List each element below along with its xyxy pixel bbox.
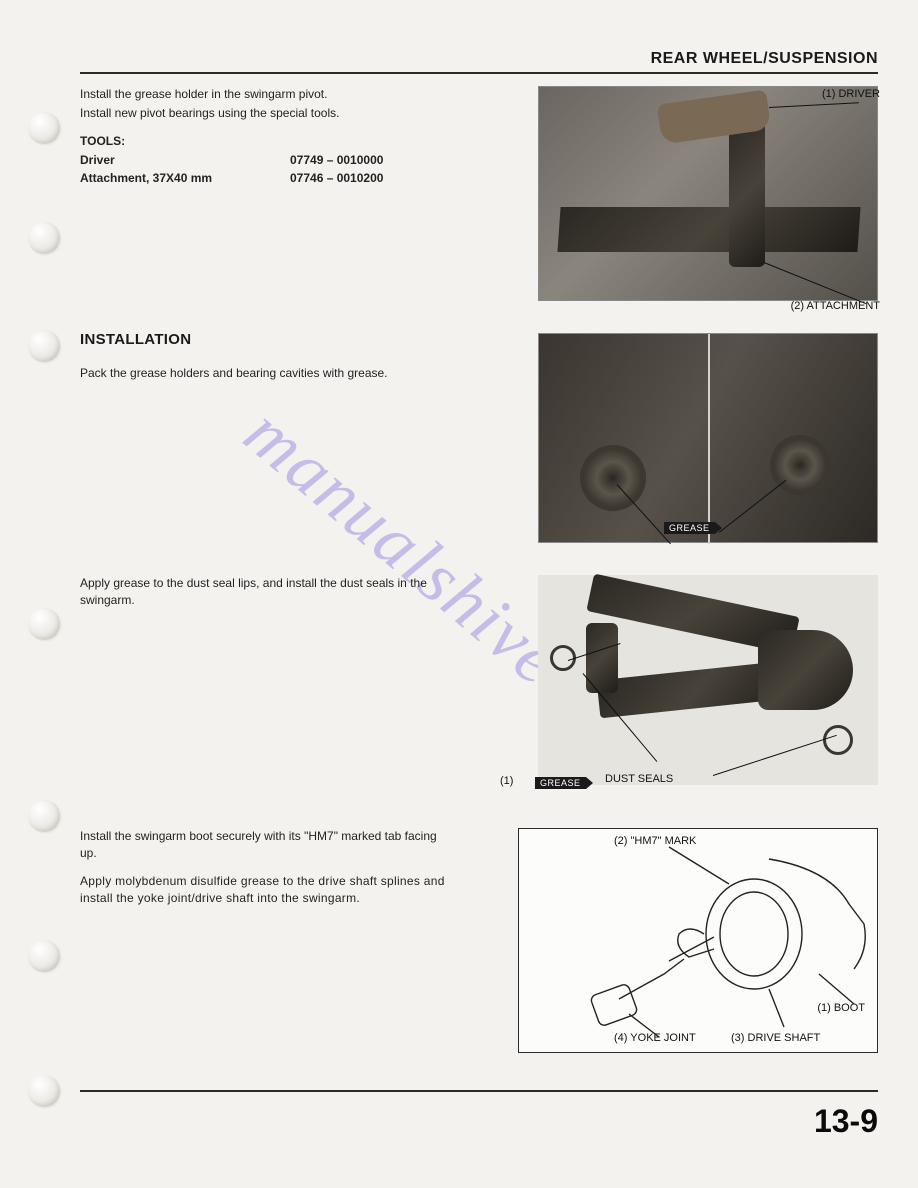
figure-1 [538, 86, 878, 301]
step-4: Install the swingarm boot securely with … [80, 828, 878, 1068]
callout-yoke: (4) YOKE JOINT [614, 1032, 696, 1044]
step-3: Apply grease to the dust seal lips, and … [80, 575, 878, 810]
step-3-p1: Apply grease to the dust seal lips, and … [80, 575, 460, 610]
step-3-text: Apply grease to the dust seal lips, and … [80, 575, 460, 610]
content: Install the grease holder in the swingar… [80, 86, 878, 1068]
figure-4-diagram: (2) "HM7" MARK (1) BOOT (3) DRIVE SHAFT … [518, 828, 878, 1053]
callout-dust-seals: DUST SEALS [605, 773, 673, 785]
step-1: Install the grease holder in the swingar… [80, 86, 878, 311]
punch-hole [28, 800, 60, 832]
step-4-p1: Install the swingarm boot securely with … [80, 828, 450, 863]
footer-rule [80, 1090, 878, 1092]
diagram-svg [519, 829, 879, 1054]
step-1-p2: Install new pivot bearings using the spe… [80, 105, 460, 122]
installation-heading: INSTALLATION [80, 329, 460, 351]
punch-hole [28, 1075, 60, 1107]
grease-tag: GREASE [535, 777, 586, 789]
tool-row-1: Driver 07749 – 0010000 [80, 152, 460, 169]
callout-hm7: (2) "HM7" MARK [614, 835, 696, 847]
tools-heading: TOOLS: [80, 133, 460, 150]
step-4-text: Install the swingarm boot securely with … [80, 828, 450, 908]
callout-dust-num: (1) [500, 775, 513, 787]
installation-text: INSTALLATION Pack the grease holders and… [80, 329, 460, 382]
step-4-p2: Apply molybdenum disulfide grease to the… [80, 873, 450, 908]
tool-row-2: Attachment, 37X40 mm 07746 – 0010200 [80, 170, 460, 187]
punch-hole [28, 112, 60, 144]
callout-driver: (1) DRIVER [822, 88, 880, 100]
page-header: REAR WHEEL/SUSPENSION [80, 50, 878, 74]
tool-name: Driver [80, 152, 290, 169]
tool-name: Attachment, 37X40 mm [80, 170, 290, 187]
punch-hole [28, 940, 60, 972]
page-number: 13-9 [814, 1103, 878, 1140]
dust-seal-ring [823, 725, 853, 755]
punch-hole [28, 608, 60, 640]
punch-hole [28, 222, 60, 254]
grease-tag-wrap: GREASE [535, 773, 586, 791]
tool-part: 07746 – 0010200 [290, 170, 383, 187]
step-1-text: Install the grease holder in the swingar… [80, 86, 460, 187]
punch-hole [28, 330, 60, 362]
header-title: REAR WHEEL/SUSPENSION [651, 50, 878, 67]
grease-tag: GREASE [664, 522, 715, 534]
figure-2: GREASE [538, 333, 878, 543]
step-1-p1: Install the grease holder in the swingar… [80, 86, 460, 103]
installation-p1: Pack the grease holders and bearing cavi… [80, 365, 460, 382]
callout-attachment: (2) ATTACHMENT [791, 300, 880, 312]
tool-part: 07749 – 0010000 [290, 152, 383, 169]
callout-boot: (1) BOOT [817, 1002, 865, 1014]
callout-shaft: (3) DRIVE SHAFT [731, 1032, 820, 1044]
figure-3 [538, 575, 878, 785]
step-installation: INSTALLATION Pack the grease holders and… [80, 329, 878, 557]
page-body: REAR WHEEL/SUSPENSION Install the grease… [80, 50, 878, 1148]
